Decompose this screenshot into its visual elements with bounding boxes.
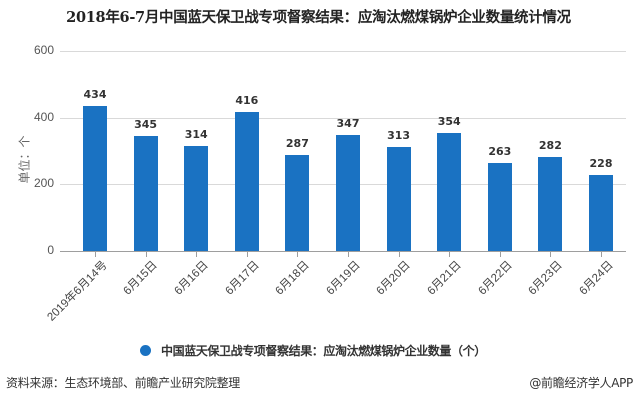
bar-value-label: 345 (134, 118, 158, 131)
source-note: 资料来源：生态环境部、前瞻产业研究院整理 (6, 376, 241, 390)
x-tick (145, 252, 147, 257)
bar (285, 155, 310, 251)
x-tick (348, 252, 349, 257)
x-axis-line (60, 251, 626, 252)
bar-value-label: 287 (285, 137, 309, 151)
bar-value-label: 354 (437, 115, 461, 128)
x-tick-label: 6月16日 (172, 259, 211, 298)
bar (83, 106, 107, 251)
legend-marker-icon (140, 345, 151, 356)
x-tick (601, 252, 602, 257)
bar (538, 157, 563, 251)
x-tick-label: 6月18日 (273, 259, 313, 298)
x-tick (398, 252, 400, 257)
x-tick-label: 6月24日 (577, 259, 616, 298)
bar-value-label: 347 (336, 117, 360, 131)
credit-note: @前瞻经济学人APP (529, 376, 633, 390)
x-tick-label: 6月23日 (526, 259, 566, 298)
x-tick (499, 252, 501, 257)
bar (133, 136, 158, 251)
bar-value-label: 314 (184, 128, 208, 142)
legend: 中国蓝天保卫战专项督察结果：应淘汰燃煤锅炉企业数量（个） (140, 342, 486, 359)
bar (487, 163, 512, 251)
x-tick-label: 6月22日 (476, 259, 515, 298)
y-tick-label: 600 (33, 43, 54, 57)
bar (437, 133, 462, 251)
bar-value-label: 313 (387, 128, 411, 142)
x-tick (246, 252, 248, 257)
x-tick (550, 252, 552, 257)
x-tick-label: 6月15日 (121, 259, 161, 298)
bar (386, 146, 411, 251)
bar-value-label: 416 (235, 94, 259, 108)
x-tick (449, 252, 451, 257)
bar-value-label: 282 (538, 139, 562, 152)
bar (184, 146, 209, 251)
x-tick-label: 2019年6月14号 (45, 259, 110, 324)
y-tick-label: 400 (33, 109, 54, 124)
x-tick (196, 252, 198, 257)
bar (336, 135, 360, 251)
bar-value-label: 434 (83, 88, 107, 102)
chart-title: 2018年6-7月中国蓝天保卫战专项督察结果：应淘汰燃煤锅炉企业数量统计情况 (66, 9, 571, 26)
legend-label: 中国蓝天保卫战专项督察结果：应淘汰燃煤锅炉企业数量（个） (161, 344, 486, 358)
x-tick-label: 6月19日 (324, 259, 363, 298)
bar (234, 112, 259, 251)
x-tick-label: 6月20日 (374, 259, 414, 298)
gridline (60, 117, 626, 119)
y-tick-label: 200 (33, 176, 54, 191)
gridline (60, 51, 626, 52)
bar-value-label: 263 (488, 145, 512, 159)
bar-value-label: 228 (589, 157, 613, 170)
bar (589, 175, 613, 251)
x-tick (297, 252, 299, 257)
y-tick-label: 0 (47, 243, 54, 257)
x-tick-label: 6月17日 (223, 259, 262, 298)
x-tick-label: 6月21日 (425, 259, 464, 298)
x-tick (95, 252, 96, 257)
